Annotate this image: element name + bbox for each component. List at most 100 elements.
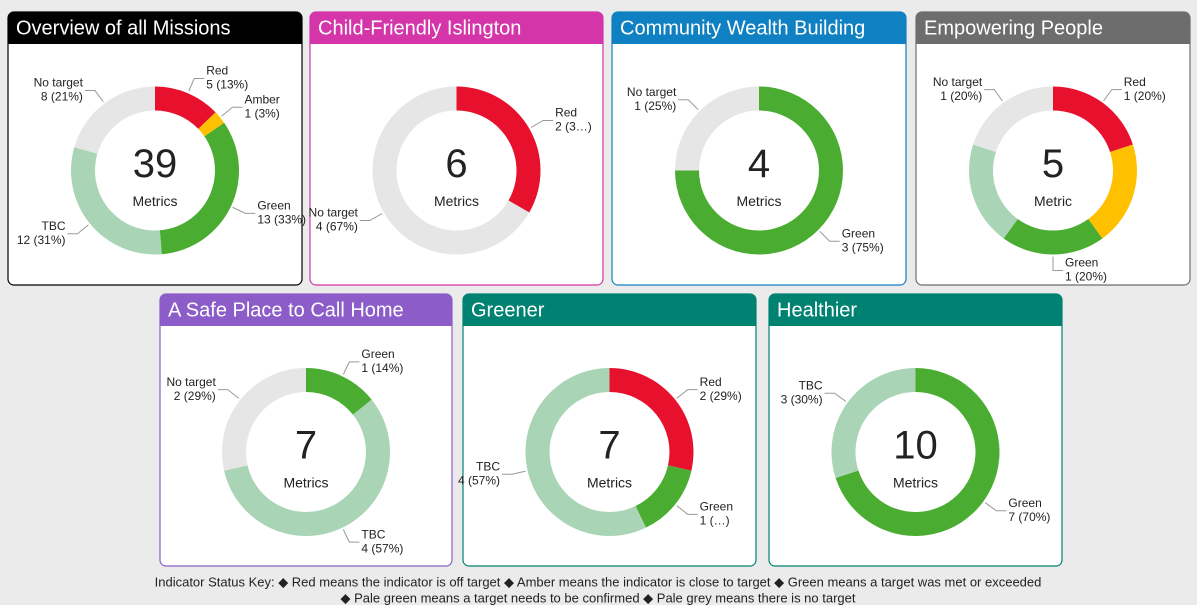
- slice-value: 4 (67%): [316, 220, 358, 234]
- slice-value: 1 (25%): [634, 99, 676, 113]
- slice-value: 2 (3…): [555, 120, 592, 134]
- footer-line: Indicator Status Key: ◆ Red means the in…: [155, 574, 1042, 589]
- leader-line: [1103, 89, 1122, 102]
- footer-line: ◆ Pale green means a target needs to be …: [340, 590, 855, 605]
- slice-category: No target: [309, 206, 359, 220]
- leader-line: [67, 224, 89, 235]
- donut-slice: [831, 368, 916, 478]
- slice-category: Amber: [244, 92, 279, 106]
- leader-line: [676, 505, 698, 515]
- slice-category: Green: [361, 347, 394, 361]
- slice-category: Red: [1124, 75, 1146, 89]
- donut-slice: [675, 86, 759, 171]
- center-total: 5: [1042, 142, 1064, 186]
- leader-line: [984, 502, 1007, 512]
- donut-slice: [973, 86, 1053, 152]
- center-label: Metrics: [434, 193, 479, 209]
- card-header: [769, 294, 1062, 326]
- donut-slice: [969, 144, 1018, 239]
- card-header: [160, 294, 452, 326]
- slice-category: Red: [206, 64, 228, 78]
- slice-category: TBC: [476, 459, 500, 473]
- slice-value: 5 (13%): [206, 78, 248, 92]
- center-total: 39: [133, 142, 178, 186]
- slice-value: 4 (57%): [458, 473, 500, 487]
- center-label: Metric: [1034, 193, 1072, 209]
- donut-slice: [1003, 219, 1103, 255]
- slice-category: No target: [933, 75, 983, 89]
- slice-category: TBC: [799, 378, 823, 392]
- leader-line: [530, 120, 554, 128]
- slice-value: 2 (29%): [700, 389, 742, 403]
- donut-slice: [198, 112, 225, 137]
- donut-slice: [306, 368, 372, 415]
- card-header: [8, 12, 302, 44]
- leader-line: [217, 389, 240, 399]
- slice-category: Green: [700, 500, 733, 514]
- slice-category: Green: [1065, 256, 1098, 270]
- leader-line: [1052, 256, 1063, 271]
- leader-line: [676, 389, 698, 399]
- donut-slice: [74, 86, 155, 154]
- card-title: Child-Friendly Islington: [318, 17, 521, 39]
- center-total: 7: [598, 424, 620, 468]
- slice-value: 1 (20%): [940, 89, 982, 103]
- leader-line: [359, 213, 383, 221]
- donut-slice: [1088, 144, 1138, 239]
- slice-category: No target: [166, 375, 216, 389]
- card-title: Healthier: [777, 299, 857, 321]
- leader-line: [819, 230, 840, 242]
- donut-slice: [372, 86, 530, 255]
- leader-line: [342, 361, 360, 375]
- slice-category: Green: [1008, 496, 1041, 510]
- slice-category: Green: [257, 199, 290, 213]
- donut-slice: [155, 86, 216, 129]
- slice-category: No target: [627, 85, 677, 99]
- center-label: Metrics: [736, 193, 781, 209]
- card-header: [916, 12, 1190, 44]
- donut-slice: [609, 368, 694, 471]
- card-header: [310, 12, 603, 44]
- slice-value: 4 (57%): [361, 541, 403, 555]
- card-title: Community Wealth Building: [620, 17, 865, 39]
- slice-value: 1 (…): [700, 514, 730, 528]
- leader-line: [678, 99, 699, 111]
- center-total: 4: [748, 142, 770, 186]
- center-label: Metrics: [587, 475, 632, 491]
- leader-line: [84, 90, 104, 103]
- center-total: 6: [445, 142, 467, 186]
- slice-value: 12 (31%): [17, 233, 66, 247]
- center-total: 7: [295, 424, 317, 468]
- donut-slice: [635, 465, 692, 528]
- slice-value: 2 (29%): [174, 389, 216, 403]
- center-label: Metrics: [132, 193, 177, 209]
- leader-line: [824, 392, 847, 402]
- donut-slice: [456, 86, 541, 213]
- donut-slice: [525, 368, 646, 536]
- slice-value: 3 (30%): [781, 392, 823, 406]
- card-title: Greener: [471, 299, 545, 321]
- slice-category: Red: [555, 106, 577, 120]
- donut-slice: [70, 147, 162, 255]
- slice-category: Green: [842, 226, 875, 240]
- leader-line: [502, 470, 526, 475]
- card-title: Overview of all Missions: [16, 17, 231, 39]
- leader-line: [342, 529, 360, 543]
- slice-value: 1 (14%): [361, 361, 403, 375]
- slice-value: 1 (20%): [1124, 89, 1166, 103]
- donut-slice: [159, 122, 239, 255]
- card-header: [612, 12, 906, 44]
- slice-value: 7 (70%): [1008, 510, 1050, 524]
- donut-slice: [835, 368, 1000, 536]
- card-title: A Safe Place to Call Home: [168, 299, 404, 321]
- donut-slice: [1053, 86, 1133, 152]
- donut-slice: [221, 368, 306, 471]
- slice-category: No target: [34, 76, 84, 90]
- slice-value: 8 (21%): [41, 90, 83, 104]
- leader-line: [984, 89, 1003, 102]
- donut-slice: [224, 399, 390, 536]
- leader-line: [232, 206, 256, 214]
- slice-value: 13 (33%): [257, 213, 306, 227]
- slice-value: 1 (20%): [1065, 270, 1107, 284]
